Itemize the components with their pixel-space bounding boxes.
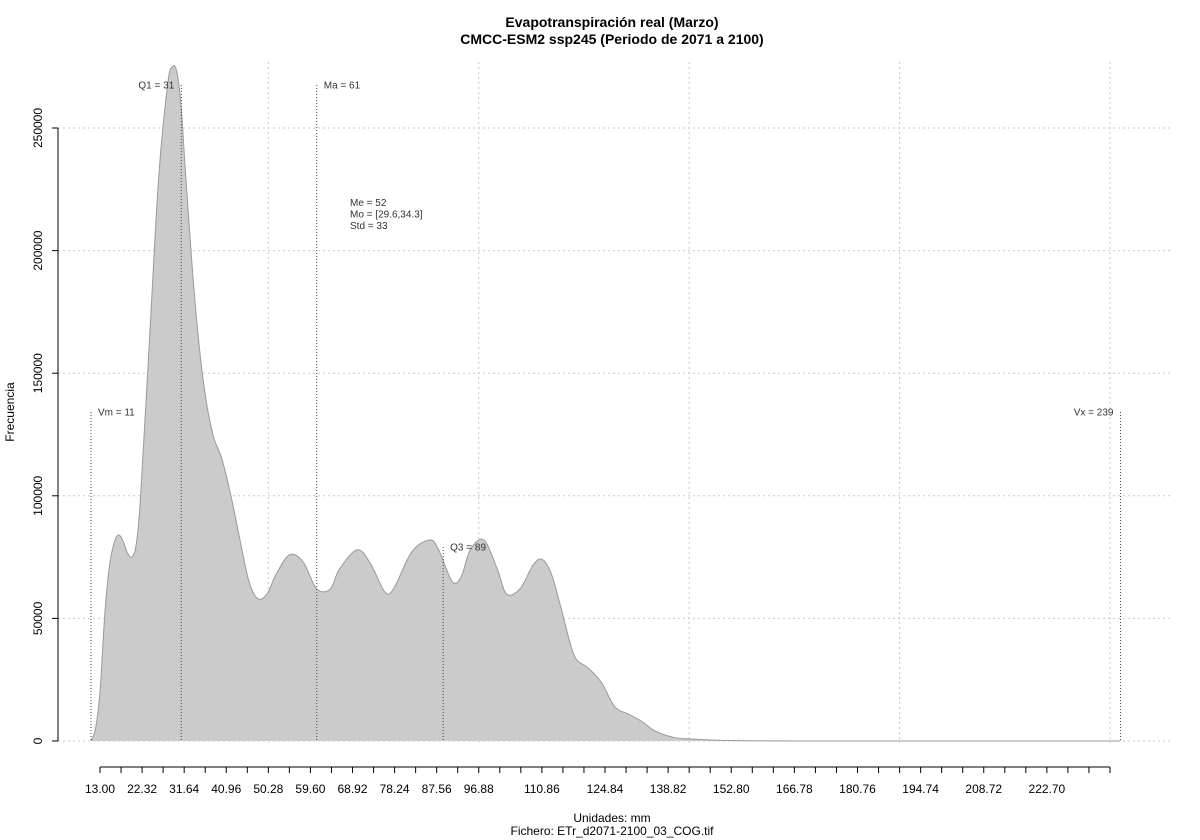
density-fill (90, 65, 1121, 742)
x-tick-label-16: 194.74 (902, 782, 939, 796)
stat-line-0: Me = 52 (350, 198, 387, 209)
x-tick-label-13: 152.80 (713, 782, 750, 796)
x-tick-label-18: 222.70 (1029, 782, 1066, 796)
y-tick-label-5: 250000 (31, 108, 45, 148)
density-area (90, 65, 1121, 742)
x-tick-label-14: 166.78 (776, 782, 813, 796)
x-tick-label-6: 68.92 (337, 782, 367, 796)
y-tick-label-1: 50000 (31, 601, 45, 635)
x-tick-label-15: 180.76 (839, 782, 876, 796)
x-tick-label-7: 78.24 (380, 782, 410, 796)
x-tick-label-3: 40.96 (211, 782, 241, 796)
vline-label-4: Vx = 239 (1074, 408, 1114, 419)
vline-label-3: Q3 = 89 (450, 543, 486, 554)
y-tick-label-4: 200000 (31, 230, 45, 270)
x-tick-label-2: 31.64 (169, 782, 199, 796)
x-tick-label-11: 124.84 (587, 782, 624, 796)
chart-subtitle: CMCC-ESM2 ssp245 (Periodo de 2071 a 2100… (460, 31, 763, 47)
stat-line-1: Mo = [29.6,34.3] (350, 210, 423, 221)
y-tick-label-3: 150000 (31, 353, 45, 393)
x-tick-label-8: 87.56 (422, 782, 452, 796)
x-tick-label-12: 138.82 (650, 782, 687, 796)
x-axis-label: Unidades: mm (573, 811, 650, 825)
x-tick-label-0: 13.00 (85, 782, 115, 796)
y-axis: 0 50000 100000 150000 200000 250000 (31, 108, 59, 744)
x-tick-label-9: 96.88 (464, 782, 494, 796)
chart-title: Evapotranspiración real (Marzo) (505, 14, 718, 30)
y-tick-label-2: 100000 (31, 475, 45, 515)
y-tick-label-0: 0 (31, 737, 45, 744)
file-name-label: Fichero: ETr_d2071-2100_03_COG.tif (511, 824, 715, 838)
statistic-lines: Vm = 11 Q1 = 31 Ma = 61 Q3 = 89 Vx = 239 (90, 81, 1121, 741)
x-tick-label-4: 50.28 (253, 782, 283, 796)
vline-label-1: Q1 = 31 (138, 81, 174, 92)
x-tick-label-1: 22.32 (127, 782, 157, 796)
y-axis-label: Frecuencia (3, 382, 17, 442)
x-tick-label-17: 208.72 (965, 782, 1002, 796)
vline-label-2: Ma = 61 (324, 81, 361, 92)
x-axis: 13.00 22.32 31.64 40.96 50.28 59.60 68.92 78.24… (85, 766, 1111, 796)
vline-label-0: Vm = 11 (98, 408, 135, 419)
stat-line-2: Std = 33 (350, 221, 388, 232)
density-outline (90, 65, 1121, 742)
x-tick-label-5: 59.60 (295, 782, 325, 796)
x-tick-label-10: 110.86 (524, 782, 560, 796)
